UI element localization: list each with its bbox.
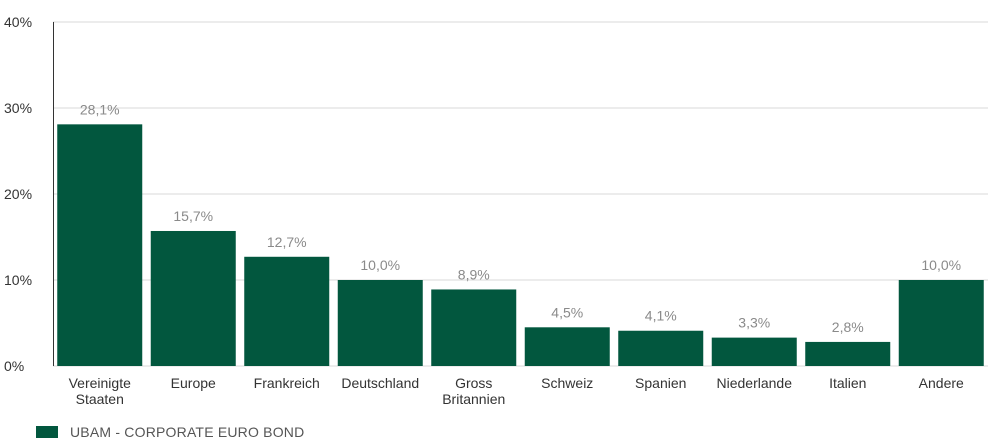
x-tick-label: Frankreich — [254, 375, 320, 391]
data-label: 12,7% — [267, 234, 307, 250]
x-tick-label: Britannien — [442, 391, 505, 407]
x-tick-label: Vereinigte — [69, 375, 131, 391]
bar — [711, 337, 797, 366]
y-tick-label: 0% — [4, 358, 24, 374]
data-label: 2,8% — [832, 319, 864, 335]
y-tick-label: 20% — [4, 186, 32, 202]
y-tick-label: 40% — [4, 14, 32, 30]
y-tick-label: 30% — [4, 100, 32, 116]
bar — [898, 280, 984, 366]
x-tick-label: Staaten — [76, 391, 124, 407]
data-label: 28,1% — [80, 101, 120, 117]
y-tick-label: 10% — [4, 272, 32, 288]
legend: UBAM - CORPORATE EURO BOND — [36, 423, 305, 440]
bar — [805, 341, 891, 366]
data-label: 15,7% — [173, 208, 213, 224]
x-tick-label: Europe — [171, 375, 216, 391]
bar — [57, 124, 143, 366]
x-tick-label: Niederlande — [717, 375, 793, 391]
bar — [337, 280, 423, 366]
legend-label: UBAM - CORPORATE EURO BOND — [70, 423, 305, 440]
bar — [618, 330, 704, 366]
data-label: 4,5% — [551, 304, 583, 320]
bar — [244, 256, 330, 366]
x-tick-label: Deutschland — [341, 375, 419, 391]
data-label: 4,1% — [645, 308, 677, 324]
data-label: 10,0% — [360, 257, 400, 273]
data-label: 3,3% — [738, 315, 770, 331]
x-tick-label: Gross — [455, 375, 492, 391]
x-tick-label: Spanien — [635, 375, 686, 391]
data-label: 10,0% — [921, 257, 961, 273]
data-label: 8,9% — [458, 266, 490, 282]
legend-swatch — [36, 425, 58, 438]
x-tick-label: Andere — [919, 375, 964, 391]
x-tick-label: Schweiz — [541, 375, 593, 391]
bar — [150, 230, 236, 366]
bar — [524, 327, 610, 366]
bar — [431, 289, 517, 366]
x-tick-label: Italien — [829, 375, 866, 391]
